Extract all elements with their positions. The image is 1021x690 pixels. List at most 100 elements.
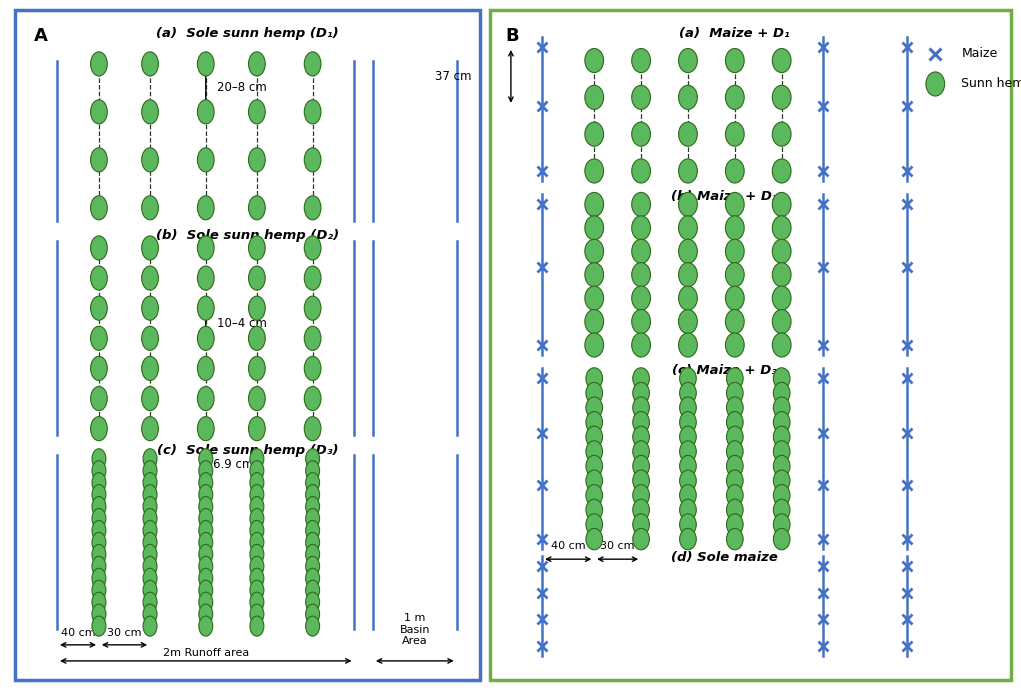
Circle shape [586, 529, 602, 550]
Circle shape [143, 520, 157, 540]
Circle shape [143, 616, 157, 636]
Circle shape [680, 411, 696, 433]
Circle shape [305, 484, 320, 504]
Circle shape [91, 196, 107, 220]
Circle shape [248, 386, 265, 411]
Circle shape [726, 159, 744, 183]
Circle shape [773, 426, 790, 448]
Circle shape [142, 386, 158, 411]
Circle shape [250, 533, 263, 553]
Circle shape [305, 604, 320, 624]
Circle shape [199, 497, 212, 517]
Circle shape [305, 448, 320, 469]
Text: Sunn hemp: Sunn hemp [962, 77, 1021, 90]
Circle shape [92, 556, 106, 576]
Circle shape [143, 556, 157, 576]
Circle shape [92, 533, 106, 553]
Circle shape [773, 411, 790, 433]
Text: (b)  Sole sunn hemp (D₂): (b) Sole sunn hemp (D₂) [156, 229, 339, 242]
Circle shape [773, 484, 790, 506]
Circle shape [773, 397, 790, 418]
Circle shape [197, 266, 214, 290]
Circle shape [197, 236, 214, 260]
Circle shape [250, 448, 263, 469]
Text: 6.9 cm: 6.9 cm [212, 458, 253, 471]
Circle shape [585, 122, 603, 146]
Circle shape [305, 556, 320, 576]
Circle shape [680, 382, 696, 404]
Text: 30 cm: 30 cm [600, 541, 635, 551]
Circle shape [773, 455, 790, 477]
Text: 10–4 cm: 10–4 cm [217, 317, 268, 330]
Circle shape [726, 333, 744, 357]
Circle shape [304, 236, 321, 260]
Circle shape [250, 544, 263, 564]
Circle shape [92, 616, 106, 636]
Text: 20–8 cm: 20–8 cm [217, 81, 268, 95]
Circle shape [304, 386, 321, 411]
Circle shape [585, 216, 603, 240]
Circle shape [197, 296, 214, 320]
Circle shape [250, 461, 263, 481]
Circle shape [92, 484, 106, 504]
Circle shape [199, 484, 212, 504]
Circle shape [773, 514, 790, 535]
Circle shape [92, 592, 106, 612]
Circle shape [250, 520, 263, 540]
Circle shape [633, 455, 649, 477]
Circle shape [248, 326, 265, 351]
Circle shape [305, 533, 320, 553]
Circle shape [633, 499, 649, 520]
Circle shape [91, 52, 107, 76]
Circle shape [727, 382, 743, 404]
Circle shape [304, 100, 321, 124]
Circle shape [142, 296, 158, 320]
Circle shape [305, 520, 320, 540]
Circle shape [91, 266, 107, 290]
Circle shape [304, 417, 321, 441]
Circle shape [633, 514, 649, 535]
Text: 2m Runoff area: 2m Runoff area [162, 647, 249, 658]
Circle shape [585, 86, 603, 110]
Circle shape [143, 544, 157, 564]
Circle shape [632, 122, 650, 146]
Circle shape [726, 86, 744, 110]
Circle shape [91, 100, 107, 124]
Circle shape [92, 580, 106, 600]
Text: 37 cm: 37 cm [435, 70, 472, 83]
Circle shape [142, 196, 158, 220]
Circle shape [199, 580, 212, 600]
Circle shape [197, 196, 214, 220]
Circle shape [632, 239, 650, 264]
Text: (c)  Sole sunn hemp (D₃): (c) Sole sunn hemp (D₃) [157, 444, 338, 457]
Circle shape [92, 520, 106, 540]
Text: (a)  Sole sunn hemp (D₁): (a) Sole sunn hemp (D₁) [156, 27, 339, 40]
Circle shape [197, 356, 214, 380]
Circle shape [197, 386, 214, 411]
Text: A: A [34, 27, 48, 45]
Circle shape [772, 48, 791, 72]
Circle shape [772, 333, 791, 357]
Circle shape [585, 48, 603, 72]
Circle shape [143, 592, 157, 612]
Circle shape [772, 263, 791, 287]
Circle shape [250, 592, 263, 612]
Circle shape [726, 193, 744, 217]
Circle shape [633, 470, 649, 491]
Text: (c) Maize + D₃: (c) Maize + D₃ [672, 364, 777, 377]
Circle shape [680, 455, 696, 477]
Circle shape [632, 286, 650, 310]
Text: 1 m
Basin
Area: 1 m Basin Area [399, 613, 430, 646]
Circle shape [633, 382, 649, 404]
Circle shape [143, 484, 157, 504]
Circle shape [727, 455, 743, 477]
Circle shape [143, 497, 157, 517]
Circle shape [680, 397, 696, 418]
Circle shape [143, 473, 157, 493]
Circle shape [679, 48, 697, 72]
Circle shape [585, 286, 603, 310]
Circle shape [250, 580, 263, 600]
Circle shape [772, 122, 791, 146]
Circle shape [632, 333, 650, 357]
Circle shape [679, 333, 697, 357]
